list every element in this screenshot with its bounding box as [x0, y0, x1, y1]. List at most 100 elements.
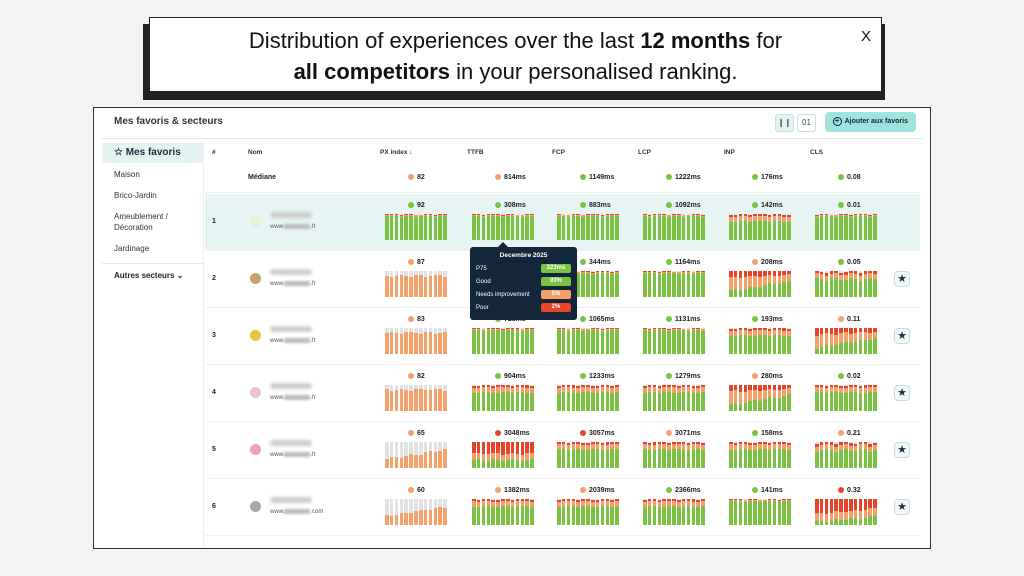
histogram-bar[interactable]: [758, 328, 762, 354]
histogram-bar[interactable]: [515, 442, 520, 468]
histogram-bar[interactable]: [423, 442, 428, 468]
histogram-bar[interactable]: [486, 442, 491, 468]
histogram-bar[interactable]: [476, 328, 481, 354]
histogram-bar[interactable]: [600, 271, 605, 297]
histogram-bar[interactable]: [520, 442, 525, 468]
histogram-bar[interactable]: [581, 499, 585, 525]
histogram-bar[interactable]: [868, 499, 873, 525]
histogram-ttfb[interactable]: [472, 214, 534, 240]
histogram-bar[interactable]: [566, 442, 571, 468]
histogram-bar[interactable]: [515, 328, 520, 354]
histogram-bar[interactable]: [591, 328, 595, 354]
histogram-bar[interactable]: [815, 271, 819, 297]
histogram-bar[interactable]: [409, 499, 413, 525]
histogram-bar[interactable]: [399, 385, 404, 411]
histogram-bar[interactable]: [753, 328, 757, 354]
histogram-bar[interactable]: [652, 328, 657, 354]
histogram-bar[interactable]: [824, 385, 829, 411]
histogram-bar[interactable]: [615, 271, 619, 297]
histogram-bar[interactable]: [520, 214, 525, 240]
histogram-bar[interactable]: [476, 499, 481, 525]
histogram-bar[interactable]: [849, 214, 853, 240]
histogram-bar[interactable]: [423, 385, 428, 411]
histogram-bar[interactable]: [557, 328, 561, 354]
histogram-lcp[interactable]: [643, 384, 705, 411]
histogram-bar[interactable]: [472, 499, 476, 525]
histogram-bar[interactable]: [667, 328, 671, 354]
histogram-bar[interactable]: [496, 442, 500, 468]
histogram-bar[interactable]: [772, 499, 777, 525]
histogram-bar[interactable]: [672, 442, 676, 468]
histogram-bar[interactable]: [652, 214, 657, 240]
histogram-lcp[interactable]: [643, 442, 705, 468]
histogram-bar[interactable]: [399, 328, 404, 354]
histogram-bar[interactable]: [729, 442, 733, 468]
histogram-bar[interactable]: [657, 442, 662, 468]
histogram-cls[interactable]: [815, 499, 877, 525]
histogram-bar[interactable]: [738, 499, 743, 525]
histogram-bar[interactable]: [496, 499, 500, 525]
histogram-bar[interactable]: [777, 328, 782, 354]
histogram-bar[interactable]: [696, 499, 701, 525]
histogram-bar[interactable]: [643, 499, 647, 525]
sidebar-item-jardinage[interactable]: Jardinage: [114, 244, 150, 253]
histogram-bar[interactable]: [647, 442, 652, 468]
histogram-bar[interactable]: [389, 214, 394, 240]
histogram-bar[interactable]: [433, 499, 438, 525]
histogram-bar[interactable]: [829, 214, 834, 240]
histogram-bar[interactable]: [481, 385, 486, 411]
histogram-bar[interactable]: [748, 328, 753, 354]
histogram-bar[interactable]: [863, 328, 868, 354]
histogram-bar[interactable]: [600, 214, 605, 240]
histogram-bar[interactable]: [571, 499, 576, 525]
histogram-bar[interactable]: [615, 328, 619, 354]
histogram-bar[interactable]: [643, 213, 647, 240]
histogram-bar[interactable]: [571, 442, 576, 468]
histogram-bar[interactable]: [863, 385, 868, 411]
histogram-bar[interactable]: [486, 214, 491, 240]
histogram-bar[interactable]: [486, 328, 491, 354]
histogram-bar[interactable]: [423, 214, 428, 240]
histogram-bar[interactable]: [591, 442, 595, 468]
histogram-bar[interactable]: [389, 499, 394, 525]
histogram-bar[interactable]: [672, 271, 676, 297]
histogram-bar[interactable]: [868, 385, 873, 411]
histogram-bar[interactable]: [610, 328, 615, 354]
histogram-bar[interactable]: [428, 499, 433, 525]
histogram-bar[interactable]: [686, 271, 691, 297]
histogram-bar[interactable]: [561, 499, 566, 525]
histogram-bar[interactable]: [787, 271, 791, 297]
histogram-bar[interactable]: [419, 442, 423, 468]
histogram-bar[interactable]: [576, 328, 581, 354]
histogram-bar[interactable]: [863, 442, 868, 468]
histogram-bar[interactable]: [491, 214, 496, 240]
histogram-bar[interactable]: [772, 271, 777, 297]
histogram-bar[interactable]: [561, 328, 566, 354]
histogram-bar[interactable]: [591, 214, 595, 240]
histogram-bar[interactable]: [662, 442, 667, 468]
histogram-bar[interactable]: [677, 328, 681, 354]
histogram-px-index[interactable]: [385, 385, 447, 411]
histogram-bar[interactable]: [404, 385, 409, 411]
histogram-bar[interactable]: [819, 499, 824, 525]
histogram-bar[interactable]: [605, 328, 610, 354]
histogram-cls[interactable]: [815, 214, 877, 240]
col-px-index[interactable]: PX index ↓: [380, 149, 413, 156]
histogram-bar[interactable]: [767, 442, 772, 468]
histogram-bar[interactable]: [758, 271, 762, 297]
histogram-bar[interactable]: [652, 271, 657, 297]
histogram-bar[interactable]: [738, 271, 743, 297]
histogram-bar[interactable]: [571, 385, 576, 411]
histogram-inp[interactable]: [729, 328, 791, 354]
histogram-fcp[interactable]: [557, 213, 619, 240]
histogram-bar[interactable]: [600, 328, 605, 354]
histogram-bar[interactable]: [782, 499, 787, 525]
histogram-bar[interactable]: [652, 442, 657, 468]
histogram-bar[interactable]: [404, 499, 409, 525]
histogram-bar[interactable]: [481, 328, 486, 354]
histogram-bar[interactable]: [767, 271, 772, 297]
histogram-bar[interactable]: [399, 499, 404, 525]
other-sectors-dropdown[interactable]: Autres secteurs ⌄: [102, 263, 203, 287]
histogram-bar[interactable]: [394, 499, 399, 525]
histogram-bar[interactable]: [677, 499, 681, 525]
